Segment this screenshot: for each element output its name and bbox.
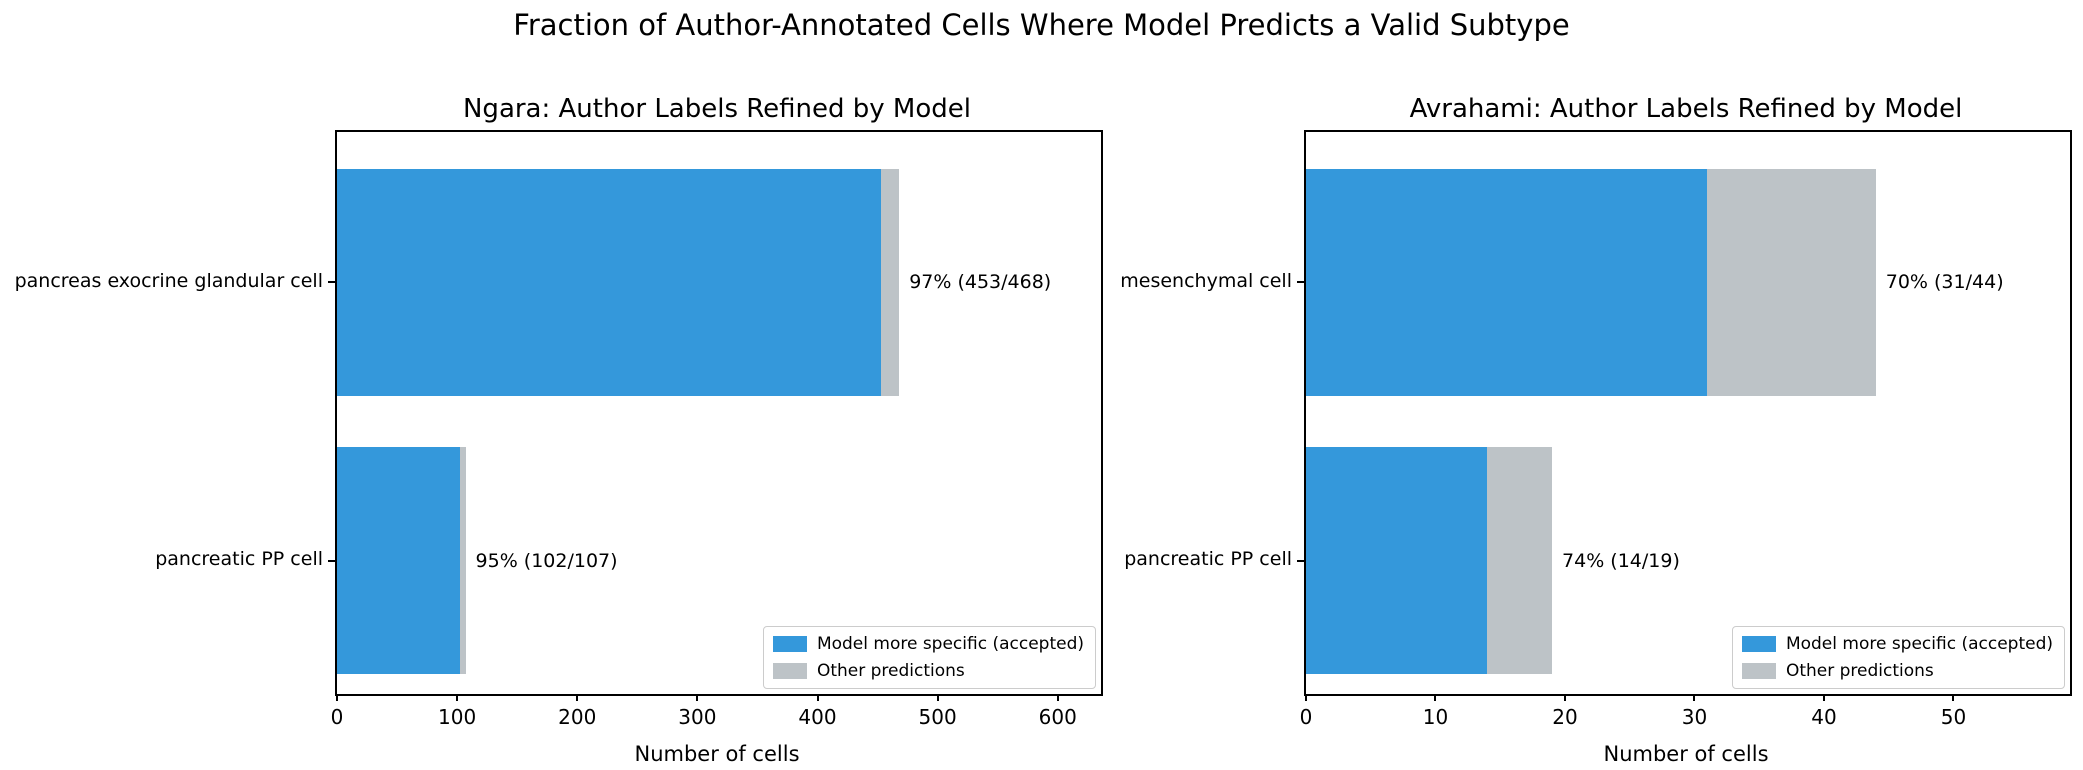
x-tick-mark [816,694,819,701]
x-axis-label: Number of cells [634,742,800,766]
bar-segment-accepted [1306,446,1488,675]
x-tick-mark [1434,694,1437,701]
legend-item-accepted: Model more specific (accepted) [1741,634,2053,654]
legend-item-other: Other predictions [1741,661,2053,681]
axes-title-avrahami: Avrahami: Author Labels Refined by Model [1409,94,1963,124]
legend-swatch-blue-icon [1741,636,1776,652]
ytick-label: pancreas exocrine glandular cell [14,270,323,292]
legend-item-other: Other predictions [772,661,1084,681]
bar-segment-other [881,168,900,397]
x-tick-mark [1056,694,1059,701]
xtick-label: 200 [558,705,597,729]
xtick-label: 500 [918,705,957,729]
x-tick-mark [1952,694,1955,701]
legend-label: Model more specific (accepted) [1785,634,2053,654]
xtick-label: 600 [1038,705,1077,729]
bar-segment-accepted [337,168,882,397]
x-tick-mark [1822,694,1825,701]
bar-annotation: 74% (14/19) [1562,549,1680,572]
xtick-label: 400 [798,705,837,729]
x-tick-mark [936,694,939,701]
ytick-label: pancreatic PP cell [155,548,323,570]
x-tick-mark [336,694,338,701]
figure-suptitle: Fraction of Author-Annotated Cells Where… [513,8,1570,42]
xtick-label: 50 [1940,705,1967,729]
bar-segment-other [1707,168,1876,397]
ytick-label: pancreatic PP cell [1124,548,1292,570]
plot-area-avrahami: 70% (31/44) 74% (14/19) Model more speci… [1297,130,2072,729]
bar-segment-other [459,446,466,675]
plot-area-ngara: 97% (453/468) 95% (102/107) Model more s… [328,130,1103,729]
x-tick-mark [1563,694,1566,701]
bar-row: 95% (102/107) [337,446,1101,675]
y-tick-mark [1297,559,1304,562]
legend-label: Other predictions [816,661,965,681]
bar-segment-accepted [1306,168,1708,397]
legend-label: Model more specific (accepted) [816,634,1084,654]
bar-row: 70% (31/44) [1306,168,2070,397]
xtick-label: 300 [678,705,717,729]
legend: Model more specific (accepted) Other pre… [762,626,1096,689]
axes-title-ngara: Ngara: Author Labels Refined by Model [462,94,971,124]
ytick-label: mesenchymal cell [1120,270,1292,292]
x-tick-mark [1305,694,1307,701]
y-tick-mark [1297,281,1304,284]
legend-swatch-gray-icon [1741,663,1776,679]
xtick-label: 30 [1681,705,1708,729]
xtick-label: 20 [1552,705,1578,729]
xtick-label: 40 [1811,705,1837,729]
bar-segment-accepted [337,446,460,675]
x-tick-mark [576,694,579,701]
legend-swatch-gray-icon [772,663,807,679]
bar-row: 97% (453/468) [337,168,1101,397]
xtick-label: 0 [330,705,344,729]
x-tick-mark [1693,694,1696,701]
xtick-label: 100 [438,705,477,729]
y-tick-mark [328,281,335,284]
bar-annotation: 97% (453/468) [909,271,1052,294]
xtick-label: 10 [1422,705,1449,729]
legend-swatch-blue-icon [772,636,807,652]
bar-annotation: 70% (31/44) [1885,271,2004,294]
bar-annotation: 95% (102/107) [475,549,618,572]
bar-segment-other [1487,446,1553,675]
xtick-label: 0 [1299,705,1313,729]
legend-item-accepted: Model more specific (accepted) [772,634,1084,654]
x-tick-mark [696,694,699,701]
x-axis-label: Number of cells [1603,742,1769,766]
x-tick-mark [456,694,459,701]
legend: Model more specific (accepted) Other pre… [1731,626,2065,689]
bar-row: 74% (14/19) [1306,446,2070,675]
y-tick-mark [328,559,335,562]
legend-label: Other predictions [1785,661,1934,681]
